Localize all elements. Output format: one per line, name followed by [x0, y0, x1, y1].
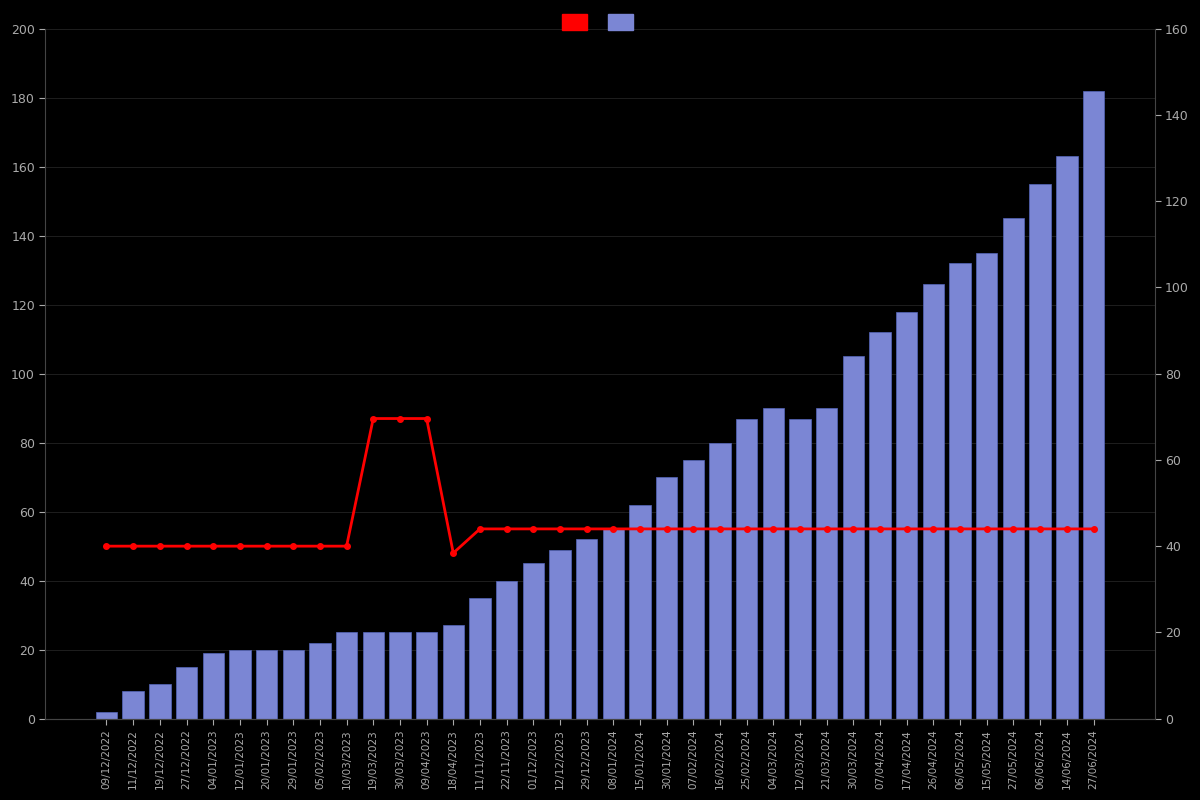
Bar [523, 563, 544, 718]
Bar [842, 357, 864, 718]
Bar [816, 408, 838, 718]
Bar [1003, 218, 1024, 718]
Bar [389, 632, 410, 718]
Bar [122, 691, 144, 718]
Bar [1030, 184, 1051, 718]
Bar [282, 650, 304, 718]
Bar [602, 529, 624, 718]
Legend: , : , [557, 8, 643, 35]
Bar [149, 684, 170, 718]
Bar [709, 442, 731, 718]
Bar [923, 284, 944, 718]
Bar [443, 626, 464, 718]
Bar [336, 632, 358, 718]
Bar [629, 505, 650, 718]
Bar [576, 539, 598, 718]
Bar [870, 332, 890, 718]
Bar [763, 408, 784, 718]
Bar [1082, 91, 1104, 718]
Bar [496, 581, 517, 718]
Bar [896, 312, 918, 718]
Bar [176, 667, 197, 718]
Bar [550, 550, 571, 718]
Bar [976, 253, 997, 718]
Bar [469, 598, 491, 718]
Bar [310, 642, 330, 718]
Bar [229, 650, 251, 718]
Bar [362, 632, 384, 718]
Bar [256, 650, 277, 718]
Bar [736, 418, 757, 718]
Bar [790, 418, 811, 718]
Bar [949, 263, 971, 718]
Bar [683, 460, 704, 718]
Bar [416, 632, 437, 718]
Bar [203, 653, 224, 718]
Bar [656, 477, 677, 718]
Bar [1056, 157, 1078, 718]
Bar [96, 712, 118, 718]
